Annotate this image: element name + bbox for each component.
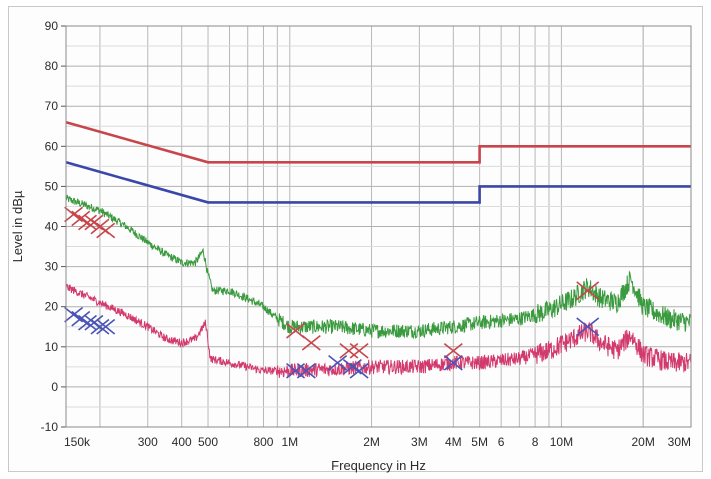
series-line-2	[65, 194, 691, 340]
marker-1-4	[90, 318, 110, 335]
x-tick-label: 400	[172, 435, 192, 449]
y-tick-label: 30	[45, 260, 59, 274]
x-tick-label: 10M	[550, 435, 573, 449]
y-axis-label: Level in dBµ	[10, 190, 25, 262]
y-tick-label: 40	[45, 220, 59, 234]
x-tick-label: 3M	[411, 435, 428, 449]
marker-1-10	[349, 363, 369, 379]
marker-1-11	[443, 355, 463, 371]
data-markers	[64, 206, 600, 379]
y-tick-label: 60	[45, 139, 59, 153]
marker-0-11	[576, 281, 600, 301]
limit-line-1	[65, 161, 691, 204]
x-tick-label: 6	[498, 435, 505, 449]
marker-0-8	[339, 342, 359, 359]
marker-0-9	[349, 342, 369, 359]
y-tick-label: 10	[45, 340, 59, 354]
series-lines	[65, 120, 692, 378]
marker-0-10	[443, 342, 463, 359]
marker-1-2	[78, 314, 98, 331]
y-tick-label: 50	[45, 179, 59, 193]
x-tick-label: 5M	[471, 435, 488, 449]
x-tick-label: 20M	[631, 435, 654, 449]
x-tick-label: 4M	[445, 435, 462, 449]
marker-1-7	[296, 363, 316, 379]
marker-1-12	[576, 317, 600, 337]
x-tick-label: 30M	[668, 435, 691, 449]
marker-0-5	[96, 222, 116, 239]
marker-0-6	[286, 322, 306, 339]
x-tick-label: 300	[138, 435, 158, 449]
y-tick-label: -10	[41, 420, 59, 434]
y-tick-labels: -10 0 10 20 30 40 50 60 70 80 90	[41, 19, 66, 434]
y-tick-label: 20	[45, 300, 59, 314]
x-tick-label: 2M	[363, 435, 380, 449]
marker-1-8	[328, 355, 348, 371]
x-tick-labels: 150k 300 400 500 800 1M 2M 3M 4M 5M 6 8 10M 20M 30M	[64, 435, 691, 449]
x-tick-label: 8	[532, 435, 539, 449]
x-tick-label: 1M	[281, 435, 298, 449]
chart-frame	[8, 6, 703, 472]
x-axis-label: Frequency in Hz	[331, 458, 426, 473]
marker-1-5	[96, 318, 116, 335]
series-line-3	[65, 283, 692, 378]
x-tick-label: 150k	[64, 435, 91, 449]
plot-border	[65, 25, 692, 428]
marker-0-7	[301, 334, 321, 351]
marker-0-2	[78, 214, 98, 231]
y-tick-label: 90	[45, 19, 59, 33]
y-tick-label: 70	[45, 99, 59, 113]
y-tick-label: 80	[45, 59, 59, 73]
y-tick-label: 0	[51, 380, 58, 394]
x-tick-label: 800	[253, 435, 273, 449]
x-tick-label: 500	[198, 435, 218, 449]
limit-line-0	[65, 120, 691, 164]
